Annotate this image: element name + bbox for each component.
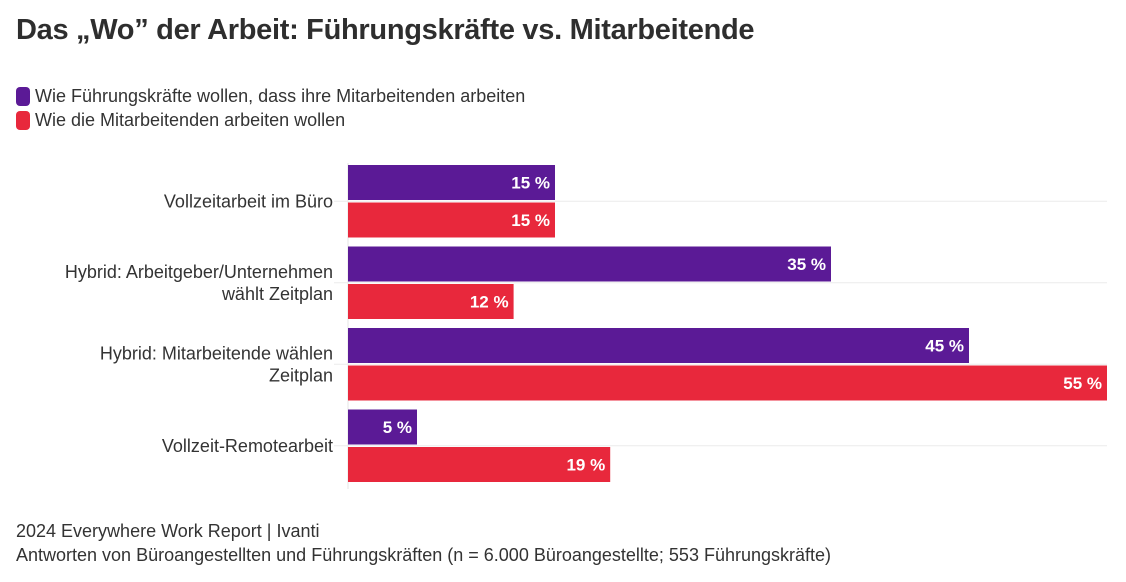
legend-swatch-employees — [16, 110, 30, 130]
category-label-line: Hybrid: Mitarbeitende wählen — [100, 343, 333, 363]
chart-title: Das „Wo” der Arbeit: Führungskräfte vs. … — [16, 14, 755, 46]
bar-executives — [348, 246, 831, 282]
category-label-line: wählt Zeitplan — [221, 284, 333, 304]
footer: 2024 Everywhere Work Report | Ivanti Ant… — [16, 519, 831, 567]
bar-employees — [348, 284, 514, 319]
category-label-line: Vollzeit-Remotearbeit — [162, 436, 333, 456]
bar-executives — [348, 409, 417, 445]
legend-item-employees: Wie die Mitarbeitenden arbeiten wollen — [16, 108, 525, 132]
data-label: 19 % — [566, 456, 605, 475]
legend-item-executives: Wie Führungskräfte wollen, dass ihre Mit… — [16, 84, 525, 108]
category-label: Hybrid: Mitarbeitende wählen Zeitplan — [100, 343, 333, 385]
legend-label-executives: Wie Führungskräfte wollen, dass ihre Mit… — [35, 85, 526, 106]
data-label: 5 % — [383, 418, 412, 437]
data-label: 15 % — [511, 211, 550, 230]
category-label-line: Zeitplan — [269, 365, 333, 385]
category-label-line: Vollzeitarbeit im Büro — [164, 191, 333, 211]
category-label: Vollzeit-Remotearbeit — [162, 436, 333, 456]
bar-employees — [348, 447, 611, 482]
data-label: 55 % — [1063, 374, 1102, 393]
data-label: 15 % — [511, 174, 550, 193]
sample-note: Antworten von Büroangestellten und Führu… — [16, 545, 832, 565]
legend-swatch-executives — [16, 86, 30, 106]
bar-executives — [348, 328, 969, 363]
category-label-line: Hybrid: Arbeitgeber/Unternehmen — [65, 262, 333, 282]
data-label: 35 % — [787, 255, 826, 274]
category-label: Hybrid: Arbeitgeber/Unternehmen wählt Zei… — [65, 262, 333, 304]
legend: Wie Führungskräfte wollen, dass ihre Mit… — [16, 84, 525, 132]
category-label: Vollzeitarbeit im Büro — [164, 191, 333, 211]
data-label: 12 % — [470, 293, 509, 312]
bar-employees — [348, 202, 555, 238]
bar-employees — [348, 365, 1107, 401]
source-note: 2024 Everywhere Work Report | Ivanti — [16, 521, 320, 541]
legend-label-employees: Wie die Mitarbeitenden arbeiten wollen — [35, 109, 346, 130]
bar-executives — [348, 165, 555, 200]
data-label: 45 % — [925, 337, 964, 356]
